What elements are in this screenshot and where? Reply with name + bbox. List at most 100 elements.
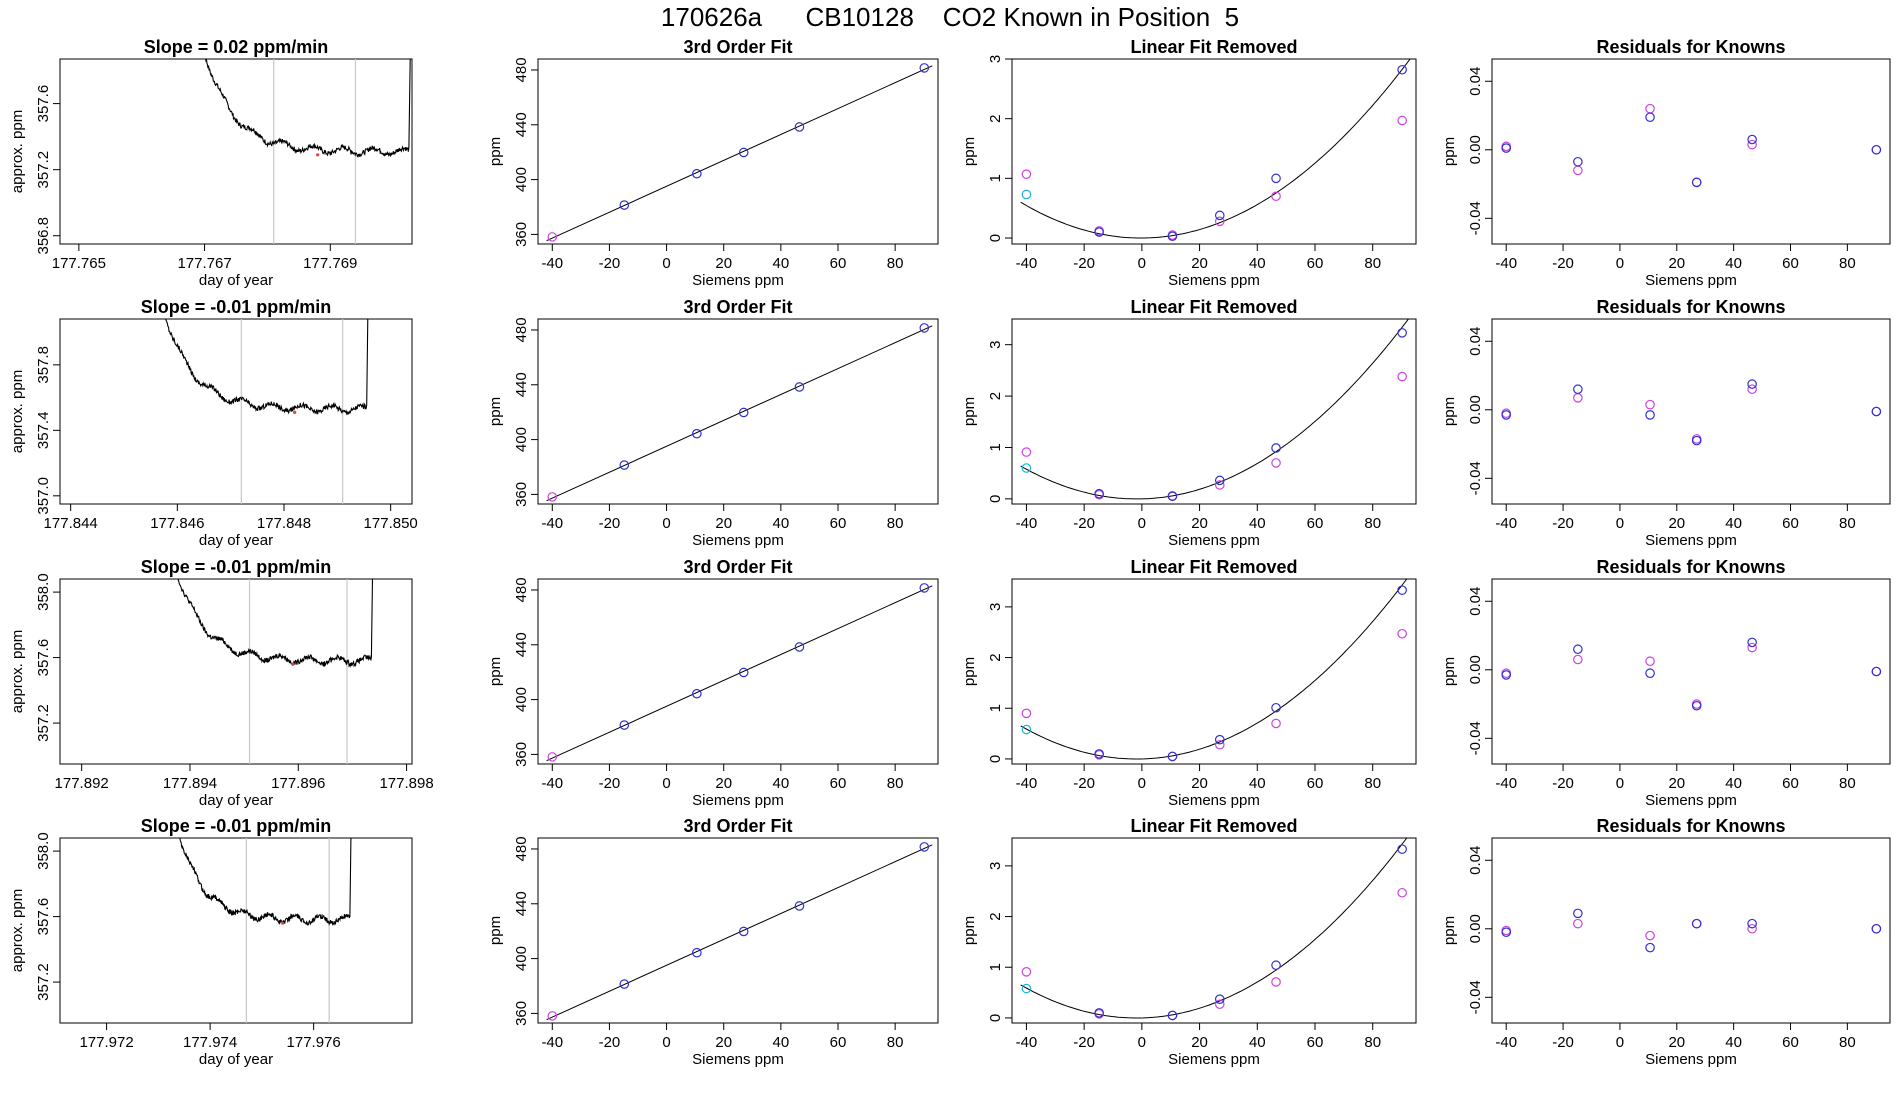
x-tick-label: 60 xyxy=(830,775,847,792)
plot-area xyxy=(165,319,369,504)
x-tick-label: -20 xyxy=(599,1034,621,1051)
x-tick-label: 80 xyxy=(1839,515,1856,532)
panel-r1-c3: Linear Fit Removed-40 -20 0 20 40 60 80Siemens… xyxy=(961,37,1417,289)
y-tick-label: 357.2 xyxy=(35,963,52,1001)
y-tick-label: 0.00 xyxy=(1467,914,1484,943)
y-tick-label: 357.2 xyxy=(35,151,52,189)
panel-r2-c3: Linear Fit Removed-40 -20 0 20 40 60 80Siemens… xyxy=(961,297,1417,549)
point-magenta xyxy=(1747,384,1757,395)
plot-area xyxy=(546,842,933,1021)
y-tick-label: 440 xyxy=(513,632,530,657)
x-axis-label: Siemens ppm xyxy=(1168,272,1260,289)
point-blue xyxy=(1214,475,1225,486)
point-blue xyxy=(1691,177,1702,188)
x-tick-label: -40 xyxy=(1495,515,1517,532)
plot-area xyxy=(1501,908,1882,953)
point-blue xyxy=(1501,410,1512,420)
point-blue xyxy=(919,583,930,593)
point-blue xyxy=(1271,173,1281,184)
y-tick-label: 1 xyxy=(987,963,1004,971)
point-blue xyxy=(738,147,749,158)
x-tick-label: 20 xyxy=(1668,775,1685,792)
y-tick-label: 2 xyxy=(987,653,1004,661)
point-blue xyxy=(1501,927,1512,938)
y-tick-label: 357.6 xyxy=(35,898,52,936)
point-blue xyxy=(1645,942,1655,953)
x-tick-label: 177.972 xyxy=(79,1034,133,1051)
panel-title: 3rd Order Fit xyxy=(683,297,792,317)
point-magenta xyxy=(1271,977,1281,987)
y-tick-label: 3 xyxy=(987,862,1004,870)
y-tick-label: 3 xyxy=(987,603,1004,611)
point-blue xyxy=(1271,443,1281,453)
x-tick-label: 60 xyxy=(1307,1034,1324,1051)
plot-frame xyxy=(1491,578,1891,765)
fit-curve xyxy=(1020,59,1411,239)
x-tick-label: -20 xyxy=(599,775,621,792)
panel-title: Slope = 0.02 ppm/min xyxy=(144,37,329,57)
point-blue xyxy=(1573,644,1583,655)
x-tick-label: 80 xyxy=(887,515,904,532)
x-tick-label: 20 xyxy=(1191,775,1208,792)
y-tick-label: 1 xyxy=(987,174,1004,182)
point-blue xyxy=(1871,666,1882,677)
sample-marker xyxy=(280,921,285,925)
y-tick-label: 440 xyxy=(513,891,530,916)
x-axis-label: Siemens ppm xyxy=(1645,272,1737,289)
y-tick-label: 357.2 xyxy=(35,704,52,742)
x-axis-label: Siemens ppm xyxy=(692,1051,784,1068)
plot-frame xyxy=(537,318,939,505)
x-tick-label: 60 xyxy=(1307,255,1324,272)
x-tick-label: -20 xyxy=(1073,255,1095,272)
point-cyan xyxy=(1021,724,1032,735)
x-tick-label: 40 xyxy=(1249,775,1266,792)
x-tick-label: 20 xyxy=(715,1034,732,1051)
y-axis-label: approx. ppm xyxy=(9,889,26,972)
fit-curve xyxy=(1020,579,1408,760)
y-tick-label: 400 xyxy=(513,427,530,452)
x-tick-label: 20 xyxy=(1191,515,1208,532)
y-tick-label: 3 xyxy=(987,341,1004,349)
x-tick-label: 177.767 xyxy=(177,255,231,272)
fit-curve xyxy=(1020,838,1408,1019)
plot-area xyxy=(205,59,411,244)
y-tick-label: 400 xyxy=(513,946,530,971)
plot-area xyxy=(1020,838,1408,1021)
y-tick-label: 480 xyxy=(513,577,530,602)
point-magenta xyxy=(1397,115,1407,126)
x-tick-label: 20 xyxy=(715,515,732,532)
x-axis-label: day of year xyxy=(199,1051,273,1068)
y-axis-label: ppm xyxy=(961,137,978,166)
fit-curve xyxy=(1020,319,1410,500)
point-blue xyxy=(692,688,702,699)
x-tick-label: 80 xyxy=(887,775,904,792)
plot-frame xyxy=(1491,318,1891,505)
y-tick-label: -0.04 xyxy=(1467,461,1484,495)
plot-area xyxy=(1020,59,1411,242)
x-axis-label: day of year xyxy=(199,532,273,549)
plot-frame xyxy=(537,58,939,245)
x-tick-label: 40 xyxy=(773,1034,790,1051)
panel-title: Slope = -0.01 ppm/min xyxy=(141,816,332,836)
point-blue xyxy=(794,901,805,911)
x-tick-label: 40 xyxy=(1725,1034,1742,1051)
point-blue xyxy=(1645,668,1655,679)
y-tick-label: 358.0 xyxy=(35,832,52,870)
sample-marker xyxy=(291,662,295,666)
point-magenta xyxy=(1645,656,1655,667)
x-tick-label: -20 xyxy=(1073,775,1095,792)
panel-r1-c1: Slope = 0.02 ppm/min 177.765 177.767 177.76… xyxy=(9,37,413,289)
x-tick-label: 60 xyxy=(830,1034,847,1051)
x-tick-label: 20 xyxy=(715,775,732,792)
x-tick-label: 40 xyxy=(773,255,790,272)
x-tick-label: -40 xyxy=(1495,255,1517,272)
y-tick-label: -0.04 xyxy=(1467,201,1484,235)
y-axis-label: approx. ppm xyxy=(9,370,26,453)
point-magenta xyxy=(1747,642,1757,653)
y-tick-label: 0.00 xyxy=(1467,655,1484,684)
y-tick-label: 357.4 xyxy=(35,412,52,450)
point-magenta xyxy=(1573,165,1583,176)
x-tick-label: 0 xyxy=(1616,255,1624,272)
plot-area xyxy=(1501,637,1882,711)
x-tick-label: -20 xyxy=(1552,515,1574,532)
